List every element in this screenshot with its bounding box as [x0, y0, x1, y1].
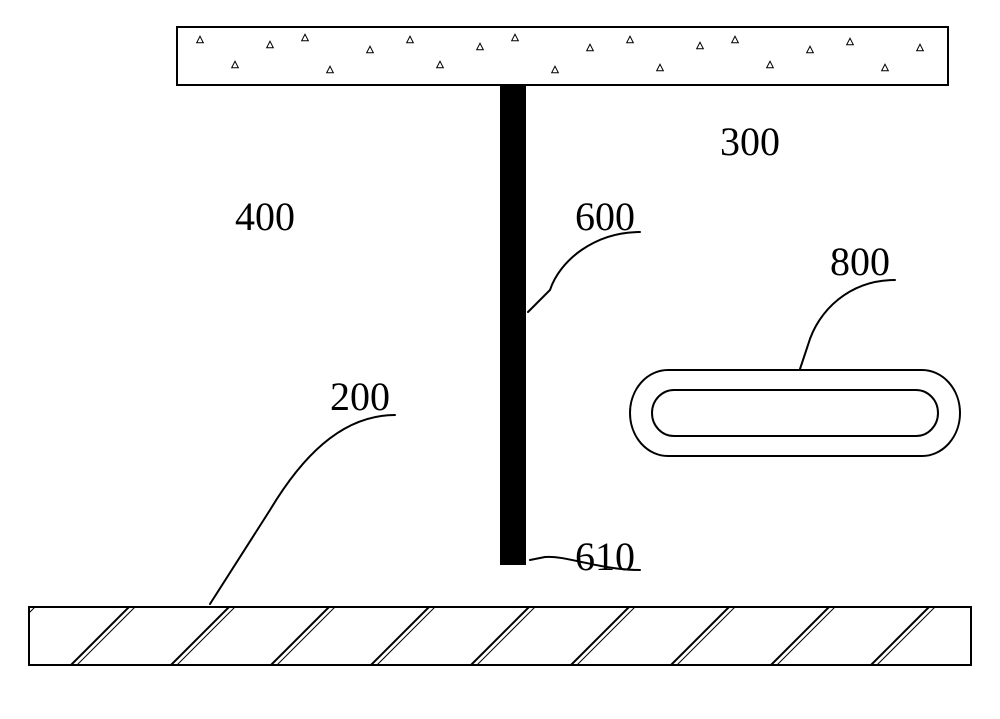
- label-300: 300: [720, 119, 780, 164]
- label-610: 610: [575, 534, 635, 579]
- vertical-bar: [500, 85, 526, 565]
- leader-lead200: [210, 415, 395, 604]
- leader-lead800: [800, 280, 895, 369]
- capsule: [630, 370, 960, 456]
- leader-lead600: [528, 232, 640, 312]
- top-bar: [177, 27, 948, 85]
- bottom-bar: [0, 607, 1000, 665]
- label-800: 800: [830, 239, 890, 284]
- label-200: 200: [330, 374, 390, 419]
- label-400: 400: [235, 194, 295, 239]
- label-600: 600: [575, 194, 635, 239]
